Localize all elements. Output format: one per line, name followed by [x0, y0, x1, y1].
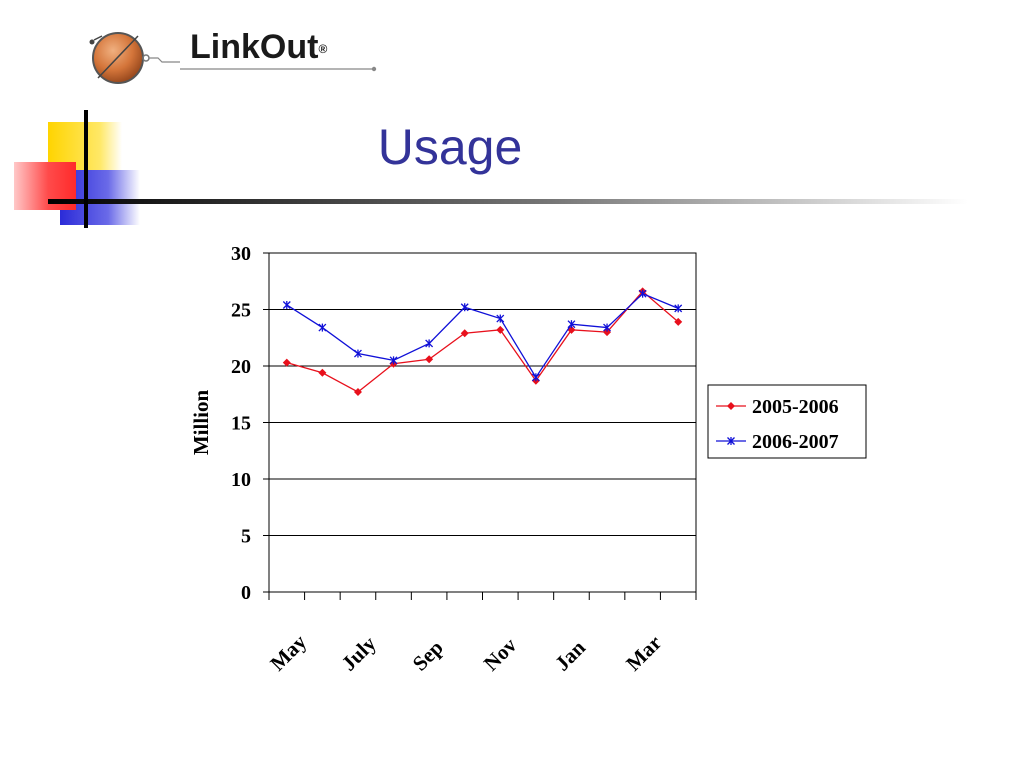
data-point-2006-2007: [674, 304, 683, 313]
title-rule: [48, 199, 968, 204]
logo-text: LinkOut®: [190, 28, 328, 66]
data-point-2006-2007: [425, 339, 434, 348]
x-tick-label: July: [337, 631, 382, 676]
y-tick-label: 15: [231, 413, 251, 435]
data-point-2006-2007: [567, 320, 576, 329]
data-point-2006-2007: [496, 314, 505, 323]
data-point-2006-2007: [353, 349, 362, 358]
legend-label: 2005-2006: [752, 396, 839, 418]
x-tick-label: Mar: [621, 631, 666, 676]
data-point-2006-2007: [389, 356, 398, 365]
linkout-logo: LinkOut®: [80, 22, 380, 94]
x-tick-label: May: [265, 629, 311, 675]
data-point-2005-2006: [282, 358, 291, 367]
registered-mark: ®: [318, 42, 328, 57]
data-point-2006-2007: [282, 300, 291, 309]
legend-marker: [727, 437, 735, 445]
data-point-2005-2006: [496, 325, 505, 334]
title-decoration: [14, 110, 968, 228]
data-point-2006-2007: [638, 289, 647, 298]
legend-box: [707, 384, 867, 459]
data-point-2005-2006: [460, 329, 469, 338]
series-line-2005-2006: [286, 290, 679, 393]
data-point-2006-2007: [531, 373, 540, 382]
y-tick-label: 10: [231, 469, 251, 491]
data-point-2005-2006: [674, 317, 683, 326]
linkout-globe-icon: [80, 22, 380, 94]
y-tick-label: 30: [231, 243, 251, 265]
x-tick-label: Jan: [550, 635, 590, 675]
data-point-2006-2007: [318, 323, 327, 332]
data-point-2006-2007: [460, 303, 469, 312]
legend-marker: [727, 402, 735, 410]
x-tick-label: Nov: [479, 633, 522, 676]
y-axis-label: Million: [189, 390, 213, 456]
y-tick-label: 0: [241, 582, 251, 604]
y-tick-label: 5: [241, 526, 251, 548]
data-point-2005-2006: [353, 387, 362, 396]
vertical-rule: [84, 110, 88, 228]
x-tick-label: Sep: [408, 635, 448, 675]
page-title: Usage: [377, 119, 523, 175]
series-line-2006-2007: [286, 292, 679, 379]
data-point-2005-2006: [318, 368, 327, 377]
y-tick-label: 20: [231, 356, 251, 378]
legend-label: 2006-2007: [752, 431, 839, 453]
data-point-2006-2007: [603, 323, 612, 332]
data-point-2005-2006: [425, 355, 434, 364]
y-tick-label: 25: [231, 300, 251, 322]
